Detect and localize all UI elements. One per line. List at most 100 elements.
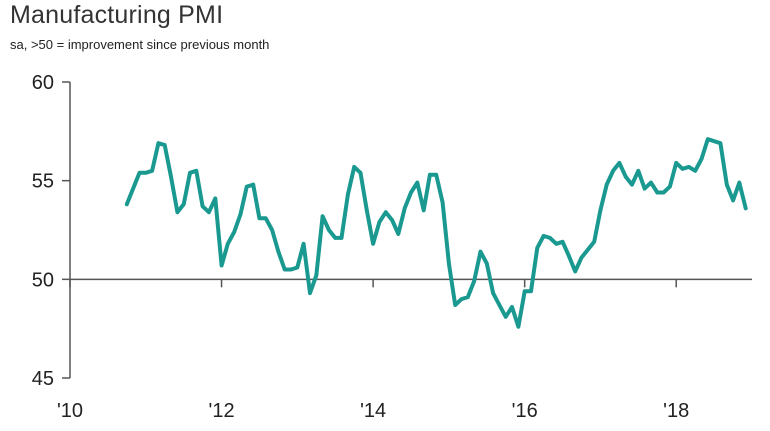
data-point <box>295 265 300 270</box>
data-point <box>706 137 710 141</box>
data-point <box>289 267 293 272</box>
data-point <box>156 141 161 145</box>
data-point <box>396 232 401 236</box>
data-point <box>598 208 603 213</box>
y-tick-label: 60 <box>32 72 54 94</box>
data-point <box>592 240 596 244</box>
data-point <box>630 182 634 187</box>
data-point <box>144 171 148 175</box>
data-point <box>371 242 375 246</box>
data-point <box>320 214 325 218</box>
y-tick-label: 50 <box>32 269 54 291</box>
data-point <box>497 303 502 307</box>
data-point <box>503 315 508 319</box>
data-point <box>226 242 230 246</box>
x-tick-label: '16 <box>512 400 538 422</box>
data-point <box>150 169 154 173</box>
data-point <box>712 139 716 143</box>
data-point <box>554 242 559 246</box>
data-point <box>447 261 451 266</box>
data-point <box>516 324 521 329</box>
data-point <box>276 249 281 254</box>
data-point <box>169 174 173 179</box>
data-point <box>352 165 357 169</box>
data-point <box>680 167 685 171</box>
data-point <box>333 236 338 240</box>
data-point <box>485 261 489 266</box>
data-point <box>339 236 344 240</box>
data-point <box>213 196 218 201</box>
data-point <box>434 172 439 177</box>
data-point <box>567 253 571 258</box>
data-point <box>232 230 236 234</box>
data-point <box>737 180 742 185</box>
data-point <box>541 234 546 238</box>
data-point <box>219 263 224 268</box>
data-point <box>415 180 420 185</box>
data-point <box>472 279 476 284</box>
data-point <box>668 184 672 189</box>
data-point <box>162 143 167 147</box>
data-point <box>725 182 729 187</box>
data-point <box>200 204 205 209</box>
data-point <box>453 303 458 307</box>
data-point <box>491 291 495 295</box>
data-point <box>687 165 691 169</box>
data-point <box>402 206 407 211</box>
y-tick-label: 45 <box>32 368 54 390</box>
x-tick-label: '10 <box>57 400 83 422</box>
data-point <box>245 184 249 189</box>
data-point <box>421 208 426 213</box>
x-tick-label: '12 <box>209 400 235 422</box>
data-point <box>560 240 565 244</box>
data-point <box>263 216 268 220</box>
data-point <box>731 198 735 203</box>
data-point <box>573 269 577 274</box>
data-point <box>522 289 527 294</box>
data-point <box>377 220 382 224</box>
data-point <box>586 247 590 252</box>
data-point <box>636 169 641 173</box>
data-point <box>301 242 306 246</box>
data-point <box>282 267 287 272</box>
y-tick-label: 55 <box>32 171 54 193</box>
data-point <box>257 216 262 220</box>
data-point <box>623 174 628 179</box>
data-point <box>207 210 211 214</box>
data-point <box>604 182 609 187</box>
data-point <box>459 297 464 301</box>
data-point <box>440 200 445 205</box>
data-point <box>699 157 704 161</box>
data-point <box>674 161 678 165</box>
data-point <box>238 212 243 216</box>
data-point <box>251 182 255 187</box>
data-point <box>137 171 142 175</box>
data-point <box>270 228 274 232</box>
data-point <box>649 180 653 185</box>
data-point <box>510 305 514 309</box>
data-point <box>617 161 622 165</box>
data-point <box>194 169 199 173</box>
data-point <box>175 210 180 214</box>
data-point <box>743 206 748 211</box>
data-point <box>466 295 470 299</box>
data-point <box>181 202 186 207</box>
data-point <box>478 249 483 254</box>
chart-subtitle: sa, >50 = improvement since previous mon… <box>10 37 270 52</box>
data-point <box>358 171 363 175</box>
data-point <box>125 202 129 207</box>
data-point <box>548 236 552 240</box>
data-point <box>529 289 533 294</box>
data-point <box>365 208 369 213</box>
data-point <box>131 186 135 191</box>
data-point <box>390 218 394 222</box>
data-point <box>718 141 723 145</box>
data-point <box>428 172 432 177</box>
data-point <box>409 190 413 195</box>
data-point <box>642 186 647 191</box>
data-point <box>327 228 331 232</box>
data-point <box>346 192 350 197</box>
data-point <box>693 169 697 173</box>
data-point <box>655 190 660 195</box>
